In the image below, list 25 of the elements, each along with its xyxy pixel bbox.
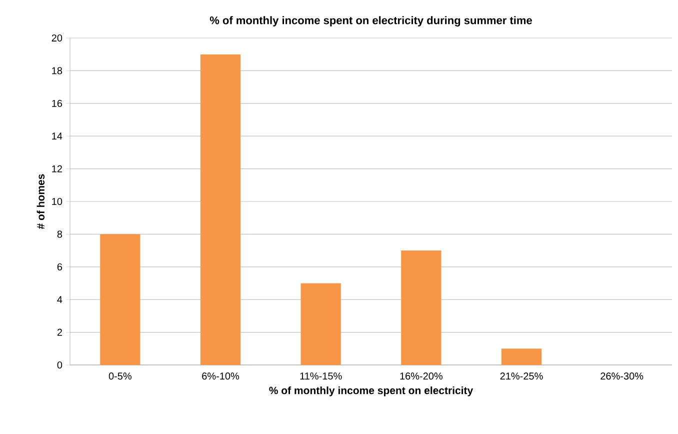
y-tick-label: 12 xyxy=(52,165,62,172)
y-tick-label: 0 xyxy=(57,361,62,369)
x-tick-label: 0-5% xyxy=(108,372,132,380)
y-tick-label: 14 xyxy=(52,132,62,140)
y-tick-label: 18 xyxy=(52,67,62,74)
bar xyxy=(200,54,241,365)
y-tick-label: 10 xyxy=(52,198,62,206)
bar xyxy=(100,234,140,365)
x-tick-label: 16%-20% xyxy=(400,372,442,380)
y-tick-label: 8 xyxy=(57,230,62,238)
bar xyxy=(401,250,442,365)
chart-title: % of monthly income spent on electricity during summer time xyxy=(210,16,532,26)
x-tick-label: 6%-10% xyxy=(202,372,240,380)
y-tick-label: 4 xyxy=(57,296,62,304)
x-tick-label: 11%-15% xyxy=(300,372,342,380)
x-tick-label: 26%-30% xyxy=(600,372,644,380)
y-axis-title: # of homes xyxy=(36,174,44,230)
bar xyxy=(501,348,542,365)
x-tick-label: 21%-25% xyxy=(500,372,543,380)
bar xyxy=(300,283,341,365)
y-tick-label: 20 xyxy=(52,34,62,42)
y-tick-label: 16 xyxy=(52,100,62,107)
y-tick-label: 2 xyxy=(57,328,62,336)
x-axis-title: % of monthly income spent on electricity xyxy=(269,386,474,396)
y-tick-label: 6 xyxy=(57,263,62,270)
